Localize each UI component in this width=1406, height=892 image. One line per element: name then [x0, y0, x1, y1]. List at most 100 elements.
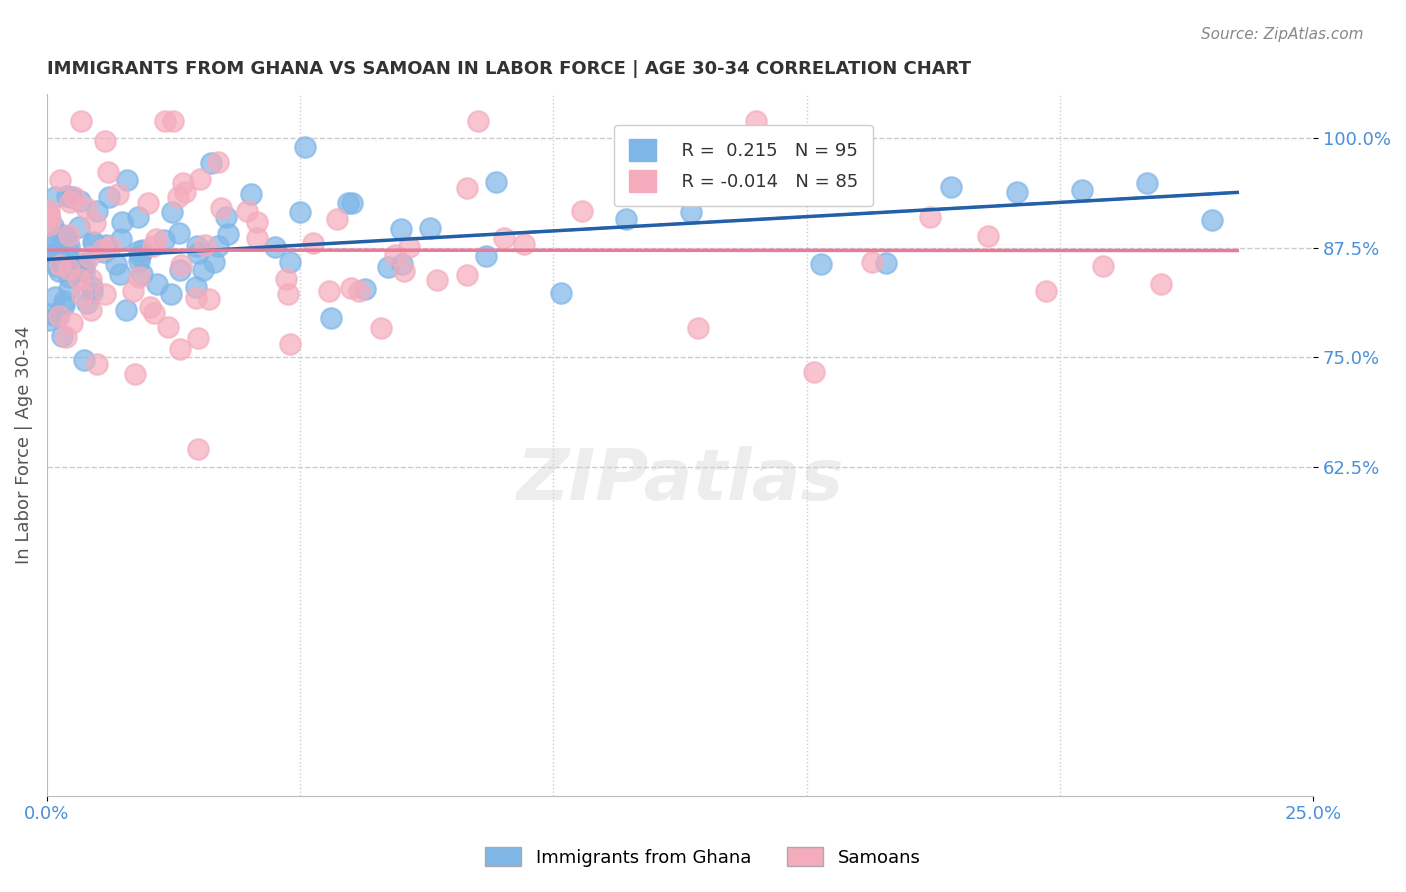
Samoans: [194, 238, 217, 252]
Immigrants from Ghana: [41, 238, 63, 252]
Immigrants from Ghana: [614, 211, 637, 226]
Samoans: [1035, 285, 1057, 299]
Immigrants from Ghana: [93, 245, 115, 260]
Samoans: [142, 239, 165, 253]
Immigrants from Ghana: [294, 140, 316, 154]
Samoans: [107, 186, 129, 201]
Samoans: [128, 269, 150, 284]
Immigrants from Ghana: [110, 231, 132, 245]
Immigrants from Ghana: [67, 220, 90, 235]
Text: ZIPatlas: ZIPatlas: [516, 446, 844, 515]
Samoans: [340, 280, 363, 294]
Samoans: [156, 319, 179, 334]
Immigrants from Ghana: [45, 259, 67, 273]
Legend: Immigrants from Ghana, Samoans: Immigrants from Ghana, Samoans: [478, 840, 928, 874]
Samoans: [77, 250, 100, 264]
Samoans: [49, 173, 72, 187]
Samoans: [97, 165, 120, 179]
Immigrants from Ghana: [53, 294, 76, 309]
Immigrants from Ghana: [160, 205, 183, 219]
Samoans: [39, 211, 62, 226]
Immigrants from Ghana: [810, 257, 832, 271]
Samoans: [80, 272, 103, 286]
Samoans: [246, 215, 269, 229]
Samoans: [173, 185, 195, 199]
Immigrants from Ghana: [391, 257, 413, 271]
Text: IMMIGRANTS FROM GHANA VS SAMOAN IN LABOR FORCE | AGE 30-34 CORRELATION CHART: IMMIGRANTS FROM GHANA VS SAMOAN IN LABOR…: [46, 60, 972, 78]
Immigrants from Ghana: [44, 190, 66, 204]
Immigrants from Ghana: [340, 196, 363, 211]
Immigrants from Ghana: [1136, 176, 1159, 190]
Immigrants from Ghana: [38, 237, 60, 252]
Samoans: [571, 203, 593, 218]
Samoans: [976, 228, 998, 243]
Samoans: [84, 215, 107, 229]
Immigrants from Ghana: [131, 267, 153, 281]
Immigrants from Ghana: [288, 205, 311, 219]
Immigrants from Ghana: [72, 353, 94, 368]
Samoans: [94, 135, 117, 149]
Samoans: [398, 240, 420, 254]
Samoans: [467, 114, 489, 128]
Immigrants from Ghana: [55, 230, 77, 244]
Immigrants from Ghana: [108, 268, 131, 282]
Immigrants from Ghana: [105, 257, 128, 271]
Samoans: [58, 262, 80, 277]
Samoans: [860, 255, 883, 269]
Immigrants from Ghana: [129, 249, 152, 263]
Immigrants from Ghana: [475, 249, 498, 263]
Immigrants from Ghana: [69, 194, 91, 209]
Samoans: [688, 321, 710, 335]
Immigrants from Ghana: [186, 279, 208, 293]
Immigrants from Ghana: [42, 247, 65, 261]
Immigrants from Ghana: [80, 285, 103, 299]
Samoans: [145, 231, 167, 245]
Samoans: [72, 287, 94, 301]
Samoans: [38, 218, 60, 232]
Immigrants from Ghana: [169, 263, 191, 277]
Samoans: [392, 264, 415, 278]
Samoans: [370, 321, 392, 335]
Samoans: [198, 292, 221, 306]
Samoans: [38, 202, 60, 217]
Samoans: [456, 268, 478, 282]
Samoans: [325, 212, 347, 227]
Samoans: [1092, 259, 1115, 273]
Immigrants from Ghana: [86, 203, 108, 218]
Immigrants from Ghana: [80, 280, 103, 294]
Immigrants from Ghana: [191, 263, 214, 277]
Immigrants from Ghana: [187, 246, 209, 260]
Immigrants from Ghana: [264, 240, 287, 254]
Immigrants from Ghana: [132, 243, 155, 257]
Immigrants from Ghana: [207, 239, 229, 253]
Samoans: [277, 286, 299, 301]
Immigrants from Ghana: [679, 205, 702, 219]
Immigrants from Ghana: [56, 252, 79, 266]
Samoans: [63, 190, 86, 204]
Immigrants from Ghana: [46, 309, 69, 323]
Samoans: [278, 336, 301, 351]
Immigrants from Ghana: [128, 253, 150, 268]
Samoans: [136, 196, 159, 211]
Immigrants from Ghana: [377, 260, 399, 274]
Samoans: [86, 357, 108, 371]
Immigrants from Ghana: [1005, 185, 1028, 199]
Immigrants from Ghana: [875, 256, 897, 270]
Samoans: [94, 286, 117, 301]
Immigrants from Ghana: [53, 298, 76, 312]
Immigrants from Ghana: [97, 190, 120, 204]
Immigrants from Ghana: [51, 329, 73, 343]
Samoans: [803, 365, 825, 379]
Samoans: [209, 201, 232, 215]
Immigrants from Ghana: [337, 196, 360, 211]
Samoans: [49, 258, 72, 272]
Samoans: [121, 284, 143, 298]
Immigrants from Ghana: [127, 211, 149, 225]
Immigrants from Ghana: [550, 286, 572, 301]
Immigrants from Ghana: [48, 263, 70, 277]
Immigrants from Ghana: [419, 221, 441, 235]
Immigrants from Ghana: [58, 238, 80, 252]
Immigrants from Ghana: [42, 219, 65, 234]
Immigrants from Ghana: [82, 235, 104, 249]
Samoans: [58, 228, 80, 243]
